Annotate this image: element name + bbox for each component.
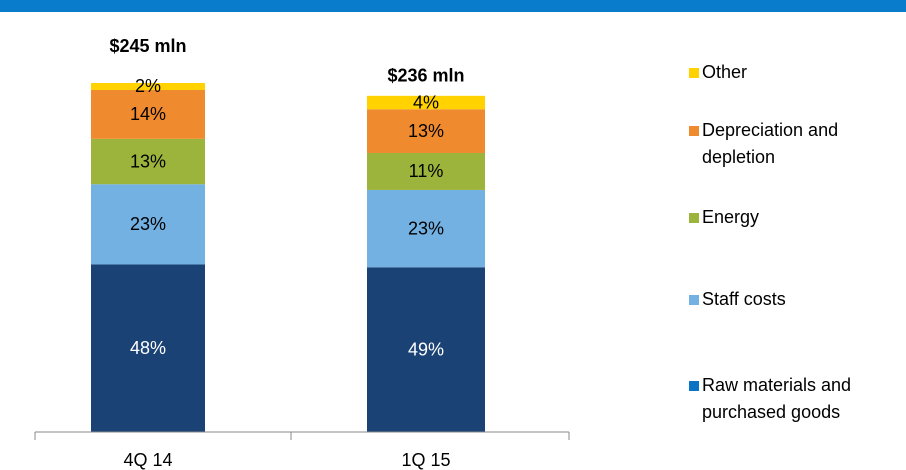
- legend-swatch: [689, 381, 699, 391]
- x-tick-label: 4Q 14: [123, 450, 172, 470]
- legend-label: Raw materials and purchased goods: [702, 375, 852, 422]
- bar-segment: [91, 184, 205, 265]
- legend-item: Raw materials and purchased goods: [689, 372, 889, 426]
- bar-segment: [91, 138, 205, 185]
- data-label: 13%: [130, 151, 166, 171]
- data-label: 4%: [413, 92, 439, 112]
- data-label: 49%: [408, 339, 444, 359]
- legend-swatch: [689, 213, 699, 223]
- bar-segment: [367, 109, 485, 153]
- bar-segment: [91, 83, 205, 90]
- legend-label: Staff costs: [702, 289, 786, 309]
- data-label: 23%: [130, 214, 166, 234]
- total-label: $236 mln: [387, 66, 464, 86]
- total-label: $245 mln: [109, 36, 186, 56]
- legend-item: Depreciation and depletion: [689, 117, 889, 171]
- bar-segment: [367, 267, 485, 432]
- bar-segment: [91, 89, 205, 139]
- bar-segment: [367, 95, 485, 110]
- legend-label: Depreciation and depletion: [702, 120, 839, 167]
- bar-segment: [91, 264, 205, 432]
- legend-swatch: [689, 126, 699, 136]
- data-label: 11%: [409, 161, 444, 181]
- legend-item: Staff costs: [689, 286, 889, 313]
- bar-segment: [367, 152, 485, 190]
- bar-segment: [367, 189, 485, 268]
- legend-swatch: [689, 68, 699, 78]
- header-band: [0, 0, 906, 12]
- legend-label: Other: [702, 62, 748, 82]
- legend-swatch: [689, 295, 699, 305]
- legend-item: Other: [689, 59, 889, 86]
- data-label: 23%: [408, 218, 444, 238]
- data-label: 13%: [408, 121, 444, 141]
- legend-item: Energy: [689, 204, 889, 231]
- data-label: 2%: [135, 76, 161, 96]
- legend-label: Energy: [702, 207, 760, 227]
- data-label: 14%: [130, 104, 166, 124]
- x-tick-label: 1Q 15: [401, 450, 450, 470]
- data-label: 48%: [130, 338, 166, 358]
